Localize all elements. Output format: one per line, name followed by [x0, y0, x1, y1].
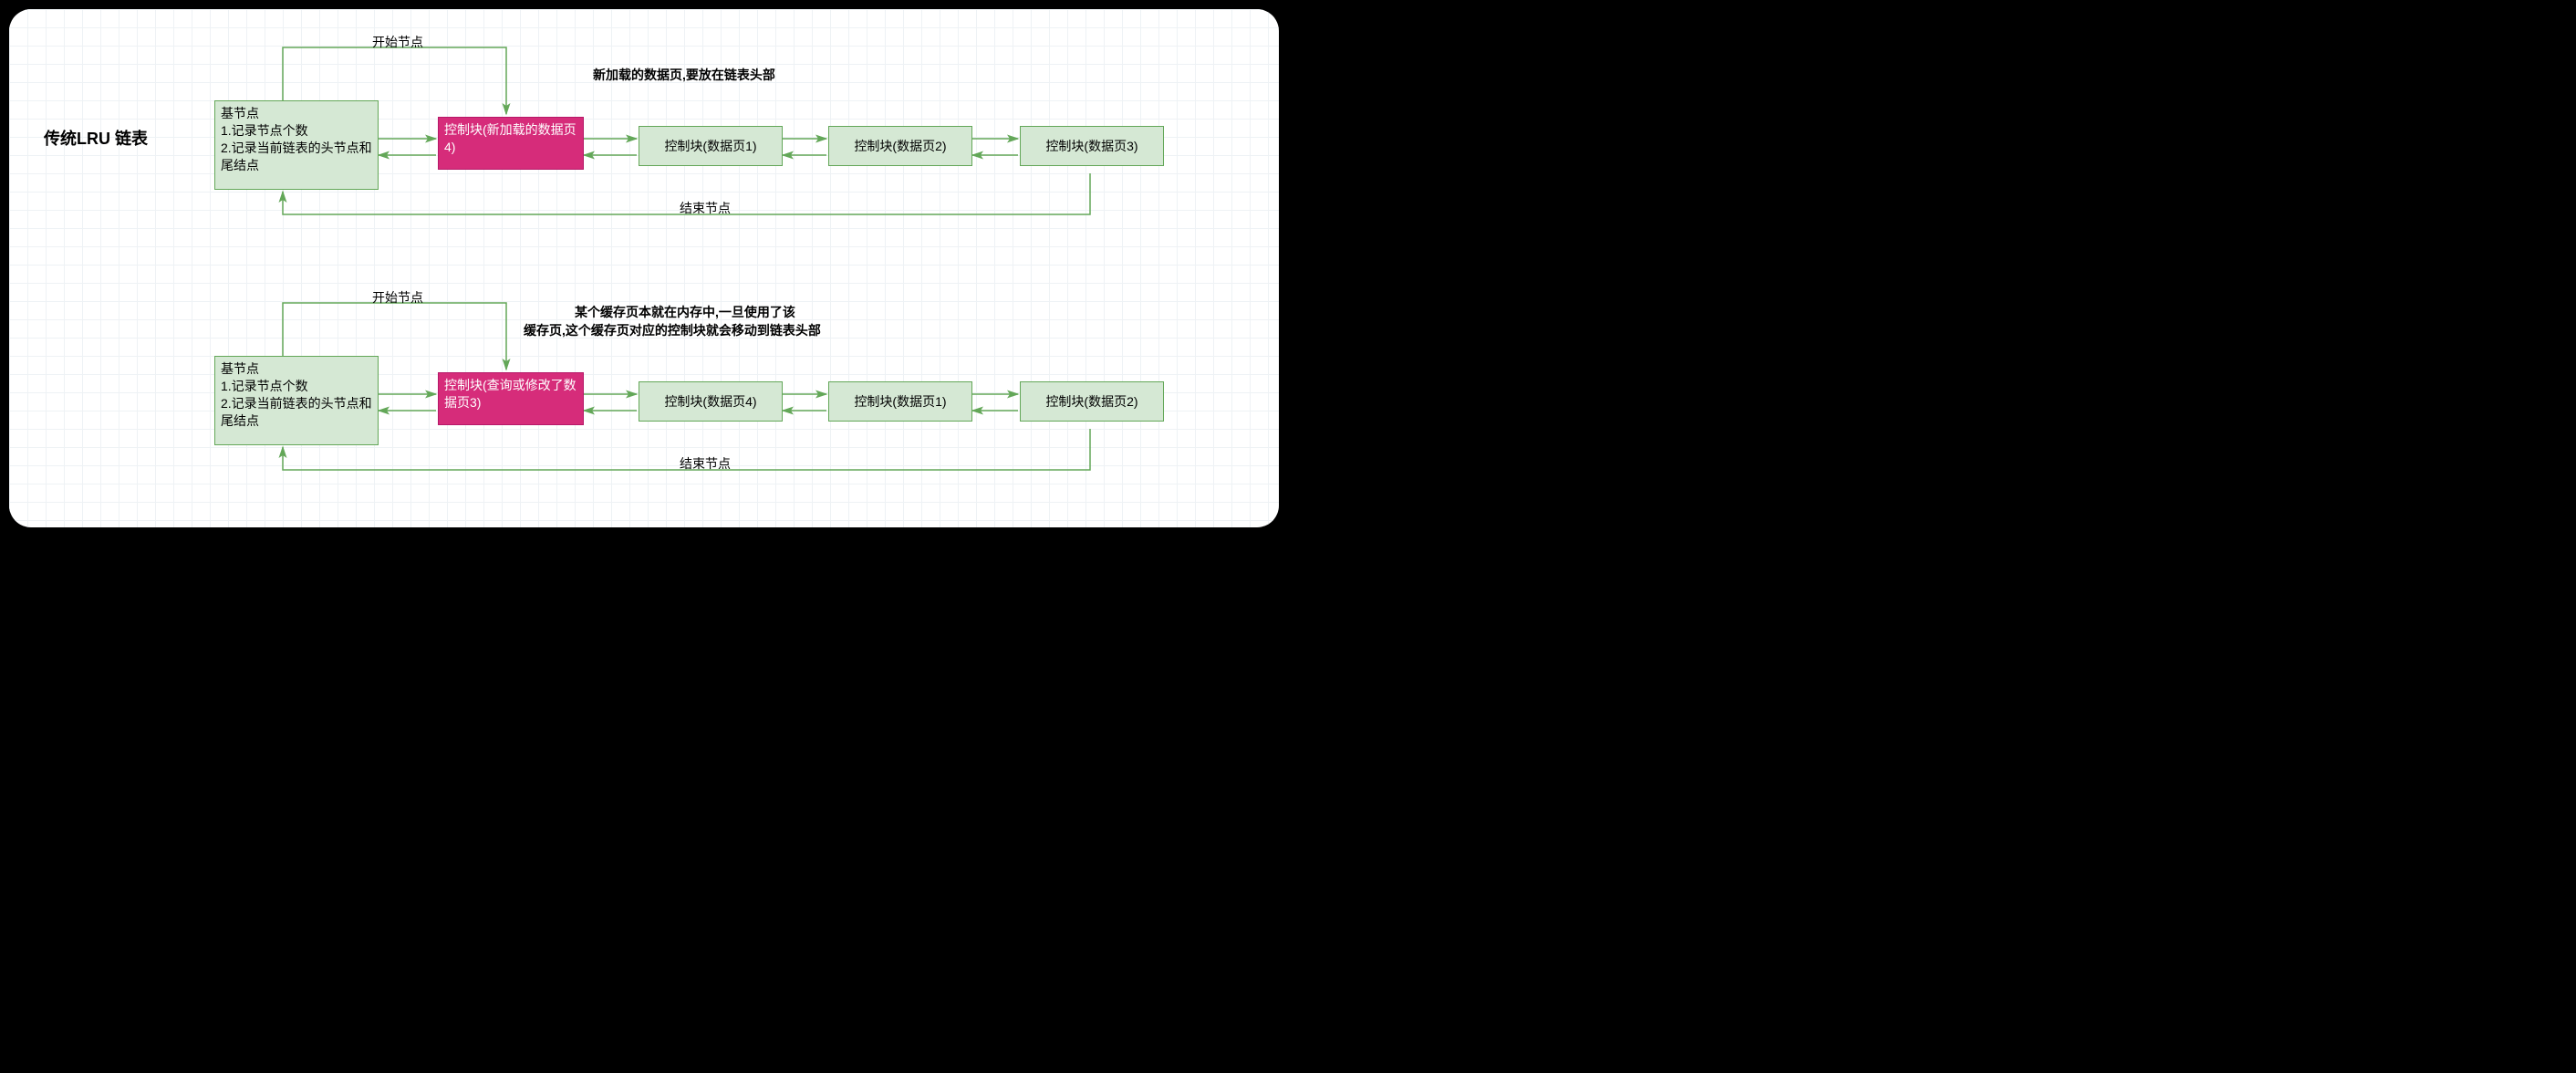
s2-end-label: 结束节点 — [680, 454, 731, 473]
s1-node-2: 控制块(数据页2) — [828, 126, 972, 166]
s1-end-label: 结束节点 — [680, 199, 731, 217]
s1-start-label: 开始节点 — [372, 33, 423, 51]
s2-start-label: 开始节点 — [372, 288, 423, 307]
s2-annotation-line2: 缓存页,这个缓存页对应的控制块就会移动到链表头部 — [524, 321, 821, 339]
s2-base-node: 基节点 1.记录节点个数 2.记录当前链表的头节点和尾结点 — [214, 356, 379, 445]
s2-head-node: 控制块(查询或修改了数据页3) — [438, 372, 584, 425]
diagram-title: 传统LRU 链表 — [44, 126, 148, 150]
s1-annotation: 新加载的数据页,要放在链表头部 — [593, 66, 775, 84]
s1-node-3: 控制块(数据页3) — [1020, 126, 1164, 166]
s1-node-1: 控制块(数据页1) — [639, 126, 783, 166]
s2-annotation-line1: 某个缓存页本就在内存中,一旦使用了该 — [575, 303, 795, 321]
s2-node-2: 控制块(数据页1) — [828, 381, 972, 422]
diagram-canvas: 传统LRU 链表 开始节点 新加载的数据页,要放在链表头部 结束节点 基节点 1… — [9, 9, 1279, 527]
s2-node-3: 控制块(数据页2) — [1020, 381, 1164, 422]
s2-node-1: 控制块(数据页4) — [639, 381, 783, 422]
s1-base-node: 基节点 1.记录节点个数 2.记录当前链表的头节点和尾结点 — [214, 100, 379, 190]
connector-layer — [9, 9, 1279, 527]
s1-head-node: 控制块(新加载的数据页4) — [438, 117, 584, 170]
